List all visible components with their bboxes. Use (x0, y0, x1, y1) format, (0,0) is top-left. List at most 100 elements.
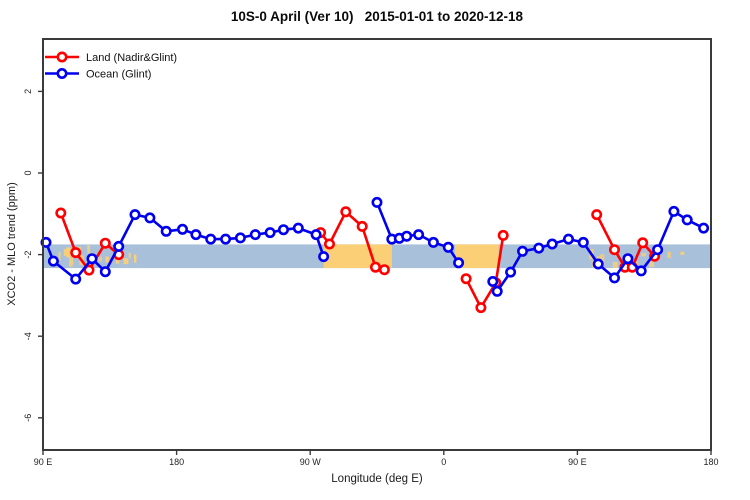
ocean-series-point-marker (234, 232, 246, 244)
ocean-series-point-marker (413, 229, 425, 241)
ocean-series-point-marker (177, 223, 189, 235)
x-tick-label: 90 W (300, 457, 322, 467)
land-series-point-marker (378, 264, 390, 276)
plot-frame (42, 38, 712, 451)
ocean-series-point-marker (681, 214, 693, 226)
legend-point-marker (56, 51, 68, 63)
y-axis-title: XCO2 - MLO trend (ppm) (6, 182, 18, 306)
ocean-series-point-marker (113, 240, 125, 252)
y-tick-label: 2 (23, 89, 33, 94)
ocean-series-point-marker (160, 225, 172, 237)
legend-label: Ocean (Glint) (86, 68, 151, 80)
legend-point-marker (56, 68, 68, 80)
map-island-speckle (97, 256, 102, 262)
ocean-series-point-marker (86, 253, 98, 265)
map-land-patch (454, 244, 499, 269)
map-island-speckle (649, 260, 654, 268)
legend-label: Land (Nadir&Glint) (86, 52, 177, 64)
ocean-series-point-marker (318, 251, 330, 263)
ocean-series-point-marker (592, 258, 604, 270)
y-axis: 2 0 -2 -4 -6 (23, 89, 43, 422)
land-series-point-marker (356, 220, 368, 232)
ocean-series-point-marker (190, 229, 202, 241)
map-island-speckle (128, 252, 131, 259)
ocean-series-point-marker (505, 266, 517, 278)
ocean-series-point-marker (205, 233, 217, 245)
map-island-speckle (680, 251, 685, 255)
x-tick-label: 90 E (568, 457, 587, 467)
map-island-speckle (134, 254, 137, 263)
land-series-point-marker (369, 261, 381, 273)
map-island-speckle (599, 254, 605, 266)
land-series-point-marker (340, 206, 352, 218)
ocean-series-point-marker (516, 245, 528, 257)
y-tick-label: -6 (23, 414, 33, 422)
ocean-series-point-marker (277, 224, 289, 236)
ocean-series-point-marker (608, 272, 620, 284)
land-series-point-marker (70, 247, 82, 259)
map-island-speckle (69, 257, 73, 267)
y-tick-label: -2 (23, 251, 33, 259)
y-tick-label: -4 (23, 332, 33, 340)
map-island-speckle (66, 247, 71, 258)
land-series-point-marker (55, 207, 67, 219)
ocean-series-point-marker (129, 209, 141, 221)
ocean-series-point-marker (401, 230, 413, 242)
ocean-series-line (491, 210, 705, 293)
ocean-series-point-marker (144, 212, 156, 224)
map-island-speckle (63, 249, 69, 256)
map-island-speckle (612, 262, 618, 268)
ocean-series-point-marker (292, 222, 304, 234)
ocean-series-point-marker (635, 265, 647, 277)
land-series-point-marker (99, 237, 111, 249)
ocean-series-point-marker (668, 205, 680, 217)
map-land-patch (323, 244, 392, 269)
x-tick-label: 0 (441, 457, 446, 467)
ocean-series-point-marker (698, 222, 710, 234)
ocean-series-point-marker (453, 257, 465, 269)
land-series-point-marker (497, 229, 509, 241)
land-series-point-marker (460, 273, 472, 285)
land-series-point-marker (83, 264, 95, 276)
ocean-series-point-marker (310, 229, 322, 241)
ocean-series-point-marker (533, 242, 545, 254)
ocean-series-point-marker (99, 266, 111, 278)
chart-title: 10S-0 April (Ver 10) 2015-01-01 to 2020-… (230, 9, 524, 24)
land-series-line (464, 234, 505, 309)
map-island-speckle (87, 245, 90, 254)
ocean-series-point-marker (487, 275, 499, 287)
ocean-series-point-marker (442, 241, 454, 253)
x-tick-label: 180 (703, 457, 718, 467)
map-island-speckle (667, 251, 671, 259)
ocean-series-point-marker (652, 244, 664, 256)
x-axis: 90 E 180 90 W 0 90 E 180 (34, 450, 719, 467)
map-island-speckle (597, 256, 600, 260)
ocean-series-point-marker (264, 227, 276, 239)
land-series-point-marker (591, 209, 603, 221)
map-island-speckle (71, 255, 74, 265)
ocean-series-point-marker (427, 236, 439, 248)
ocean-series-point-marker (371, 196, 383, 208)
land-series-point-marker (608, 244, 620, 256)
map-island-speckle (641, 253, 646, 257)
x-tick-label: 90 E (34, 457, 53, 467)
land-series-point-marker (475, 302, 487, 314)
ocean-series (40, 196, 710, 297)
ocean-series-point-marker (491, 285, 503, 297)
y-tick-label: 0 (23, 170, 33, 175)
ocean-series-point-marker (220, 233, 232, 245)
ocean-series-point-marker (70, 273, 82, 285)
ocean-series-point-marker (47, 255, 59, 267)
land-series-point-marker (637, 237, 649, 249)
ocean-series-point-marker (577, 236, 589, 248)
x-axis-title: Longitude (deg E) (331, 473, 423, 485)
ocean-series-point-marker (562, 233, 574, 245)
land-series-point-marker (323, 238, 335, 250)
map-island-speckle (123, 258, 129, 265)
ocean-series-point-marker (622, 253, 634, 265)
x-tick-label: 180 (169, 457, 184, 467)
map-island-speckle (105, 256, 109, 263)
legend: Land (Nadir&Glint) Ocean (Glint) (45, 51, 177, 80)
